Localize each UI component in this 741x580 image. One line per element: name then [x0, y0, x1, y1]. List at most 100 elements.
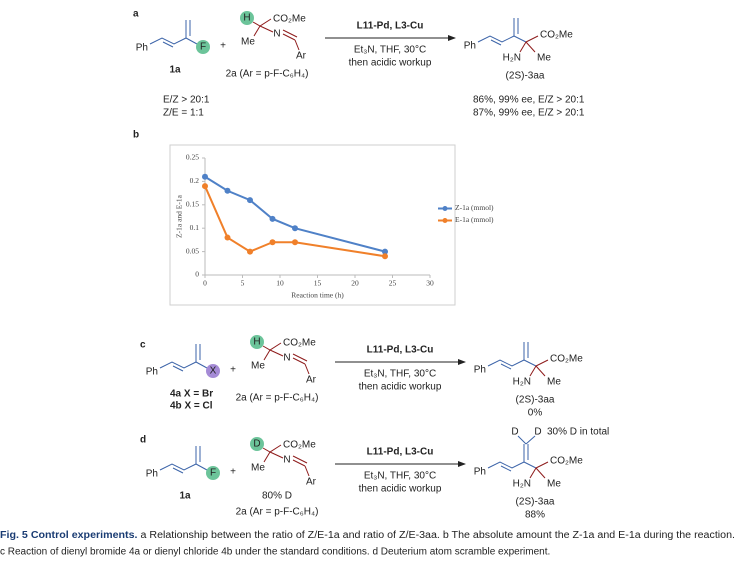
bond [262, 342, 282, 351]
phenyl: Ph [136, 43, 148, 54]
nitrogen: N [273, 29, 280, 40]
x-tick-label: 25 [389, 279, 397, 288]
legend-marker [442, 206, 448, 211]
bond [535, 461, 549, 469]
bond [269, 451, 284, 459]
alpha-atom-circle [240, 11, 254, 25]
result: 86%, 99% ee, E/Z > 20:1 [473, 95, 585, 106]
y-tick-label: 0 [195, 270, 199, 279]
caption-line: Fig. 5 Control experiments. a Relationsh… [0, 530, 735, 541]
phenyl: Ph [474, 467, 486, 478]
bond [282, 29, 298, 38]
bond [253, 25, 261, 37]
panel-label: c [140, 340, 146, 351]
bond [159, 361, 197, 369]
data-point [202, 173, 208, 180]
bond [252, 18, 272, 27]
bond [172, 467, 184, 474]
compound-name: (2S)-3aa [516, 497, 555, 508]
bond [262, 444, 282, 453]
compound-name: 1a [179, 491, 191, 502]
ratio: Z/E = 1:1 [163, 108, 204, 119]
leaving-group: X [210, 366, 217, 377]
y-tick-label: 0.25 [186, 153, 199, 162]
bond [263, 349, 271, 361]
bond [523, 359, 537, 367]
phenyl: Ph [146, 367, 158, 378]
plus: + [230, 365, 236, 376]
methyl: Me [251, 463, 265, 474]
ester: CO₂Me [540, 30, 573, 41]
condition: Et₃N, THF, 30°C [364, 471, 436, 482]
aryl: Ar [306, 477, 317, 488]
leaving-group-circle [196, 40, 210, 54]
bond [263, 451, 271, 463]
plus: + [230, 467, 236, 478]
data-point [382, 248, 388, 255]
series-line [204, 185, 386, 258]
result: 88% [525, 510, 545, 521]
y-tick-label: 0.2 [190, 176, 200, 185]
deuterium: D [511, 427, 518, 438]
ester: CO₂Me [283, 440, 316, 451]
bond [292, 459, 306, 467]
condition: L11-Pd, L3-Cu [367, 345, 434, 356]
y-tick-label: 0.15 [186, 200, 199, 209]
result: 0% [528, 408, 543, 419]
alpha-atom: H [243, 13, 250, 24]
bond [185, 37, 198, 45]
caption-line: c Reaction of dienyl bromide 4a or dieny… [0, 547, 550, 558]
methyl: Me [251, 361, 265, 372]
data-point [269, 215, 276, 222]
deuterium: D [534, 427, 541, 438]
bond [490, 39, 502, 46]
alpha-atom-circle [250, 437, 264, 451]
bond [525, 41, 536, 53]
bond [292, 357, 306, 365]
data-point [382, 253, 388, 260]
phenyl: Ph [464, 41, 476, 52]
amine: H₂N [513, 377, 531, 388]
bond [259, 25, 274, 33]
bond [294, 39, 300, 51]
methyl: Me [537, 53, 551, 64]
phenyl: Ph [474, 365, 486, 376]
data-point [202, 183, 208, 190]
condition: then acidic workup [349, 58, 432, 69]
condition: L11-Pd, L3-Cu [367, 447, 434, 458]
bond [525, 35, 539, 43]
bond [477, 35, 515, 43]
ester: CO₂Me [283, 338, 316, 349]
data-point [269, 239, 276, 246]
bond [535, 359, 549, 367]
x-tick-label: 0 [203, 279, 207, 288]
y-axis-label: Z-1a and E-1a [175, 194, 184, 238]
bond [269, 349, 284, 357]
panel-label: d [140, 435, 146, 446]
bond [519, 41, 527, 53]
bond [500, 465, 512, 472]
bond [292, 455, 308, 464]
compound-name: (2S)-3aa [506, 71, 545, 82]
deuteration: 80% D [262, 491, 292, 502]
bond [529, 365, 537, 377]
leaving-group-circle [206, 364, 220, 378]
alpha-atom: D [253, 439, 260, 450]
alpha-atom-circle [250, 335, 264, 349]
compound-name: 2a (Ar = p-F-C₆H₄) [226, 69, 309, 80]
bond [487, 359, 525, 367]
bond [535, 365, 546, 377]
ester: CO₂Me [550, 354, 583, 365]
amine: H₂N [513, 479, 531, 490]
aryl: Ar [296, 51, 307, 62]
methyl: Me [547, 479, 561, 490]
bond [513, 35, 527, 43]
bond [149, 37, 187, 45]
y-tick-label: 0.1 [190, 223, 200, 232]
bond [500, 363, 512, 370]
compound-name: 2a (Ar = p-F-C₆H₄) [236, 393, 319, 404]
data-point [224, 234, 231, 241]
compound-name: (2S)-3aa [516, 395, 555, 406]
